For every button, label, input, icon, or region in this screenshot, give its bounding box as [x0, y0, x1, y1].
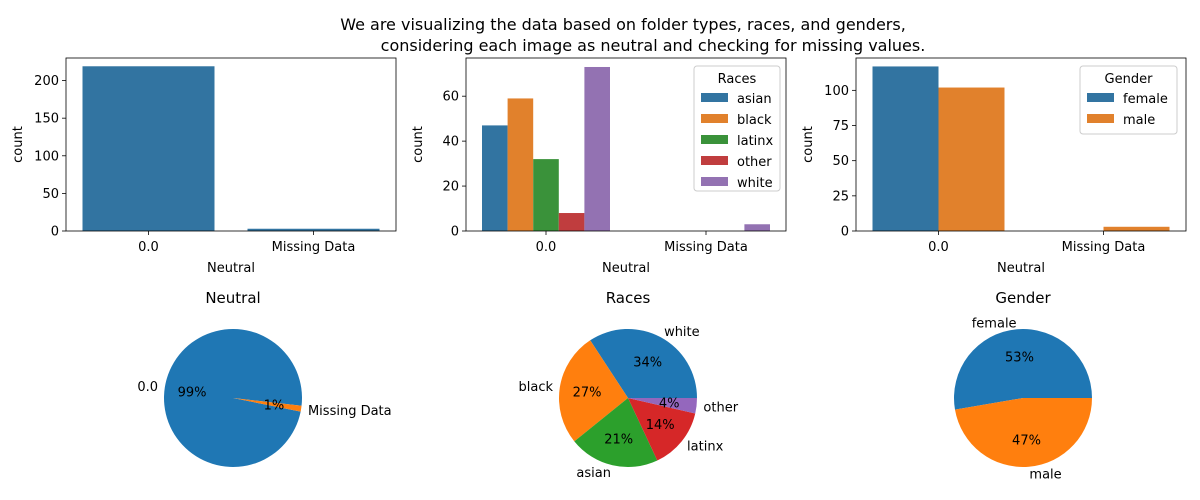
- pie-title: Gender: [995, 289, 1051, 307]
- suptitle-line-1: We are visualizing the data based on fol…: [340, 15, 906, 34]
- legend-swatch-female: [1087, 93, 1114, 102]
- legend-title: Races: [718, 72, 757, 87]
- pie-pct-label: 4%: [659, 397, 680, 412]
- bar-races-chart: 0 20 40 60 0.0 Missing Data Neutral count Races a…: [411, 57, 787, 276]
- legend-swatch-asian: [701, 93, 728, 102]
- x-tick-label: Missing Data: [664, 240, 748, 255]
- pie-races-chart: Races 34% white 27% black 21% asian 14% latinx 4%…: [519, 289, 739, 481]
- legend-label-male: male: [1123, 113, 1155, 128]
- legend-label-asian: asian: [737, 92, 772, 107]
- legend-swatch-latinx: [701, 135, 728, 144]
- pie-slice-white: [590, 329, 697, 398]
- bar-white-0: [584, 66, 610, 231]
- y-tick-label: 200: [34, 74, 59, 89]
- legend-label-white: white: [737, 176, 773, 191]
- pie-title: Races: [606, 289, 651, 307]
- bar-black-0: [507, 98, 534, 231]
- bar-latinx-0: [533, 159, 559, 231]
- legend-label-latinx: latinx: [737, 134, 774, 149]
- pie-label: white: [664, 325, 700, 340]
- pie-slice-missing-data: [233, 398, 302, 412]
- x-axis-label: Neutral: [997, 261, 1045, 276]
- pie-slice-0.0: [164, 328, 303, 467]
- bar-female-0: [872, 66, 939, 231]
- y-tick-label: 150: [34, 112, 59, 127]
- pie-pct-label: 21%: [604, 432, 633, 447]
- y-tick-label: 25: [832, 189, 849, 204]
- y-axis-label: count: [411, 126, 426, 163]
- axes-frame: [465, 57, 787, 232]
- y-tick-label: 100: [824, 84, 849, 99]
- bar-male-1: [1103, 226, 1170, 231]
- pie-slice-female: [953, 328, 1092, 410]
- y-tick-label: 0: [51, 225, 59, 240]
- legend-title: Gender: [1105, 72, 1154, 87]
- bar-count-0: [82, 66, 215, 231]
- bar-gender-chart: 0 25 50 75 100 0.0 Missing Data Neutral count Gen…: [801, 57, 1187, 276]
- legend-swatch-black: [701, 114, 728, 123]
- y-tick-label: 20: [442, 180, 459, 195]
- suptitle-line-2: considering each image as neutral and ch…: [381, 36, 926, 55]
- pie-title: Neutral: [205, 289, 260, 307]
- y-axis-label: count: [801, 126, 816, 163]
- legend: Gender female male: [1079, 65, 1178, 135]
- x-tick-label: 0.0: [536, 240, 557, 255]
- pie-label: other: [703, 401, 738, 416]
- legend-swatch-other: [701, 156, 728, 165]
- x-tick-label: 0.0: [138, 240, 159, 255]
- pie-label: asian: [576, 466, 611, 481]
- legend-label-other: other: [737, 155, 772, 170]
- y-tick-label: 60: [442, 90, 459, 105]
- y-tick-label: 40: [442, 135, 459, 150]
- bar-other-0: [558, 213, 585, 231]
- x-tick-label: Missing Data: [272, 240, 356, 255]
- pie-label: female: [972, 316, 1017, 331]
- pie-pct-label: 1%: [264, 398, 285, 413]
- x-axis-label: Neutral: [207, 261, 255, 276]
- y-tick-label: 100: [34, 149, 59, 164]
- bar-asian-0: [482, 125, 508, 231]
- axes-frame: [65, 57, 397, 232]
- pie-slice-male: [954, 398, 1092, 467]
- pie-label: male: [1029, 468, 1061, 483]
- pie-pct-label: 27%: [573, 386, 602, 401]
- x-tick-label: 0.0: [928, 240, 949, 255]
- pie-pct-label: 99%: [178, 386, 207, 401]
- pie-slice-black: [559, 340, 628, 442]
- y-tick-label: 50: [42, 187, 59, 202]
- pie-label: latinx: [687, 440, 724, 455]
- pie-label: black: [519, 380, 554, 395]
- y-axis-label: count: [11, 126, 26, 163]
- y-tick-label: 0: [451, 225, 459, 240]
- y-tick-label: 0: [841, 225, 849, 240]
- axes-frame: [855, 57, 1187, 232]
- pie-slice-latinx: [628, 398, 696, 461]
- pie-pct-label: 53%: [1005, 351, 1034, 366]
- bar-male-0: [938, 87, 1005, 231]
- pie-pct-label: 14%: [646, 418, 675, 433]
- pie-pct-label: 47%: [1012, 433, 1041, 448]
- bar-white-1: [744, 224, 770, 231]
- bar-neutral-chart: 0 50 100 150 200 0.0 Missing Data Neutral count: [11, 57, 397, 276]
- x-axis-label: Neutral: [602, 261, 650, 276]
- pie-pct-label: 34%: [633, 356, 662, 371]
- legend-swatch-white: [701, 177, 728, 186]
- x-tick-label: Missing Data: [1062, 240, 1146, 255]
- bar-count-1: [247, 228, 380, 231]
- pie-gender-chart: Gender 53% female 47% male: [953, 289, 1092, 483]
- y-tick-label: 50: [832, 154, 849, 169]
- legend: Races asian black latinx other white: [693, 65, 781, 192]
- legend-swatch-male: [1087, 114, 1114, 123]
- legend-label-female: female: [1123, 92, 1168, 107]
- pie-slice-asian: [574, 398, 658, 467]
- pie-label: 0.0: [137, 380, 158, 395]
- pie-slice-other: [628, 398, 697, 414]
- pie-neutral-chart: Neutral 99% 0.0 1% Missing Data: [137, 289, 392, 467]
- legend-label-black: black: [737, 113, 772, 128]
- pie-label: Missing Data: [308, 404, 392, 419]
- y-tick-label: 75: [832, 119, 849, 134]
